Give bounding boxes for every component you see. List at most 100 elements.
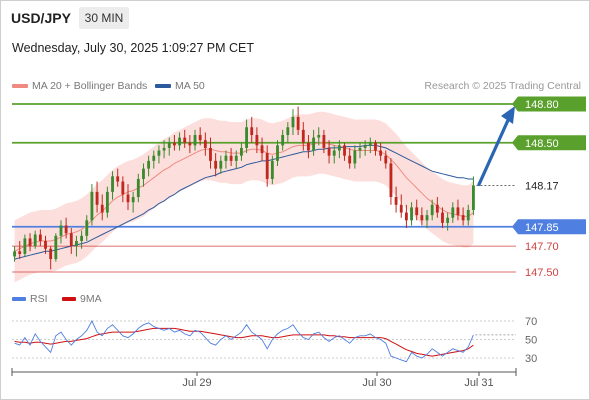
projection-arrowhead	[501, 106, 515, 124]
candle-body	[33, 234, 37, 247]
candle-body	[358, 147, 362, 151]
candle-body	[152, 155, 156, 161]
resistance-148-80-label: 148.80	[525, 99, 559, 111]
ma20-line	[14, 142, 474, 252]
candle-body	[18, 251, 22, 254]
ma20-swatch	[12, 84, 28, 89]
candle-body	[116, 176, 120, 182]
legend-ma50: MA 50	[155, 80, 205, 92]
candle-body	[162, 147, 166, 151]
candle-body	[466, 209, 470, 221]
candle-body	[111, 176, 114, 192]
candle-body	[332, 150, 336, 156]
candle-body	[353, 150, 357, 164]
candle-body	[209, 147, 212, 161]
candle-body	[327, 147, 331, 156]
candle-body	[147, 160, 151, 169]
rsi-tick-label: 50	[525, 335, 537, 347]
chart-header: USD/JPY 30 MIN	[0, 0, 590, 36]
resistance-148-50-tag	[512, 135, 586, 151]
candle-body	[100, 204, 104, 213]
resistance-148-50-label: 148.50	[525, 138, 559, 150]
candle-body	[250, 127, 254, 136]
bollinger-band	[14, 111, 474, 283]
candle-body	[245, 127, 248, 148]
support-147-85-label: 147.85	[525, 222, 559, 234]
candle-body	[38, 234, 42, 241]
candle-body	[435, 204, 439, 213]
x-tick-label: Jul 30	[362, 377, 391, 389]
legend-rsi: RSI	[12, 293, 48, 305]
candle-body	[379, 150, 383, 156]
candle-body	[13, 251, 16, 257]
candle-body	[23, 238, 27, 254]
symbol-title: USD/JPY	[11, 10, 71, 26]
candle-body	[343, 145, 346, 156]
candle-body	[183, 137, 187, 143]
candle-body	[270, 160, 274, 179]
candle-body	[219, 160, 223, 169]
candle-body	[425, 215, 429, 221]
candle-body	[240, 147, 243, 156]
candle-body	[85, 220, 89, 236]
current-price-label: 148.17	[525, 180, 559, 192]
candle-body	[54, 235, 58, 260]
candle-body	[301, 129, 305, 143]
support-label-2: 147.70	[525, 241, 559, 253]
candle-body	[399, 204, 403, 213]
candle-body	[214, 160, 218, 169]
candle-body	[472, 185, 475, 210]
x-tick-label: Jul 31	[464, 377, 493, 389]
research-credit: Research © 2025 Trading Central	[424, 80, 581, 92]
rsi-tick-label: 70	[525, 316, 537, 328]
timeframe-badge[interactable]: 30 MIN	[79, 7, 129, 29]
candle-body	[430, 204, 434, 216]
candle-body	[193, 135, 197, 146]
candle-body	[69, 233, 73, 247]
candle-body	[451, 207, 455, 218]
rsi-tick-label: 30	[525, 353, 537, 365]
candle-body	[224, 155, 228, 161]
candle-body	[307, 142, 310, 151]
candle-body	[446, 217, 450, 223]
legend-ma20: MA 20 + Bollinger Bands	[12, 80, 147, 92]
ma50-line	[14, 144, 474, 260]
candle-body	[260, 145, 264, 154]
candle-body	[126, 194, 130, 203]
resistance-148-80-tag	[512, 96, 586, 112]
candle-body	[234, 155, 238, 161]
timestamp: Wednesday, July 30, 2025 1:09:27 PM CET	[12, 41, 255, 55]
current-price-tag	[517, 177, 587, 194]
candle-body	[49, 248, 53, 260]
candle-body	[276, 145, 279, 161]
candle-body	[121, 181, 125, 195]
legend-9ma: 9MA	[62, 293, 102, 305]
candle-body	[157, 150, 161, 156]
candle-body	[374, 142, 377, 151]
rsi-swatch	[12, 297, 26, 302]
candle-body	[410, 207, 413, 221]
candle-body	[105, 191, 109, 213]
candle-body	[172, 142, 176, 146]
candle-body	[28, 238, 32, 247]
support-147-85-tag	[512, 219, 586, 235]
candle-body	[461, 215, 465, 221]
candle-body	[44, 240, 47, 249]
candle-body	[291, 116, 295, 128]
candle-body	[415, 207, 419, 216]
candle-body	[59, 225, 63, 236]
candle-body	[188, 142, 192, 146]
rsi-label: RSI	[30, 293, 48, 305]
candle-body	[281, 135, 285, 146]
candle-body	[80, 235, 84, 241]
9ma-swatch	[62, 297, 76, 302]
candle-body	[441, 212, 444, 223]
candle-body	[296, 116, 300, 130]
candle-body	[404, 212, 408, 221]
candle-body	[136, 178, 140, 198]
candle-body	[317, 135, 321, 138]
candle-body	[75, 240, 78, 247]
candle-body	[368, 142, 372, 146]
candle-body	[363, 145, 367, 148]
candle-body	[198, 135, 202, 141]
